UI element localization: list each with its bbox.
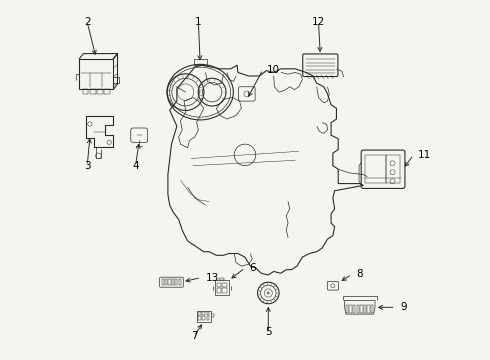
Bar — [162, 279, 164, 285]
Bar — [196, 311, 211, 321]
Bar — [217, 288, 221, 293]
Bar — [198, 312, 201, 315]
Bar — [364, 305, 366, 313]
Bar — [104, 89, 110, 94]
Bar — [353, 305, 356, 313]
Bar — [90, 89, 96, 94]
Text: 9: 9 — [400, 302, 407, 312]
Bar — [360, 305, 363, 313]
Bar — [202, 316, 205, 320]
Bar — [169, 279, 171, 285]
Text: 2: 2 — [84, 17, 91, 27]
Bar — [371, 305, 373, 313]
Bar — [346, 305, 348, 313]
Bar — [357, 305, 359, 313]
Bar — [367, 305, 369, 313]
Bar — [165, 279, 168, 285]
Bar — [386, 155, 400, 183]
Bar — [217, 283, 221, 287]
Bar — [175, 279, 177, 285]
Bar — [172, 279, 174, 285]
Bar — [349, 305, 352, 313]
Bar — [366, 155, 386, 183]
Bar — [219, 278, 224, 280]
Text: 8: 8 — [356, 269, 363, 279]
Bar — [222, 283, 227, 287]
Text: 7: 7 — [191, 331, 197, 341]
Bar — [206, 316, 210, 320]
Bar — [97, 89, 103, 94]
Bar — [83, 89, 89, 94]
Bar — [79, 59, 113, 89]
Text: 1: 1 — [195, 17, 202, 27]
Text: 12: 12 — [312, 17, 325, 27]
Bar — [198, 316, 201, 320]
Text: 3: 3 — [84, 161, 91, 171]
Text: 11: 11 — [418, 150, 431, 160]
Bar — [202, 312, 205, 315]
Text: 13: 13 — [205, 273, 219, 283]
Bar — [206, 312, 210, 315]
Bar — [178, 279, 181, 285]
Text: 5: 5 — [265, 327, 271, 337]
Text: 10: 10 — [267, 64, 280, 75]
Text: 4: 4 — [132, 161, 139, 171]
Bar — [215, 280, 228, 295]
Bar — [222, 288, 227, 293]
Text: 6: 6 — [249, 263, 256, 273]
